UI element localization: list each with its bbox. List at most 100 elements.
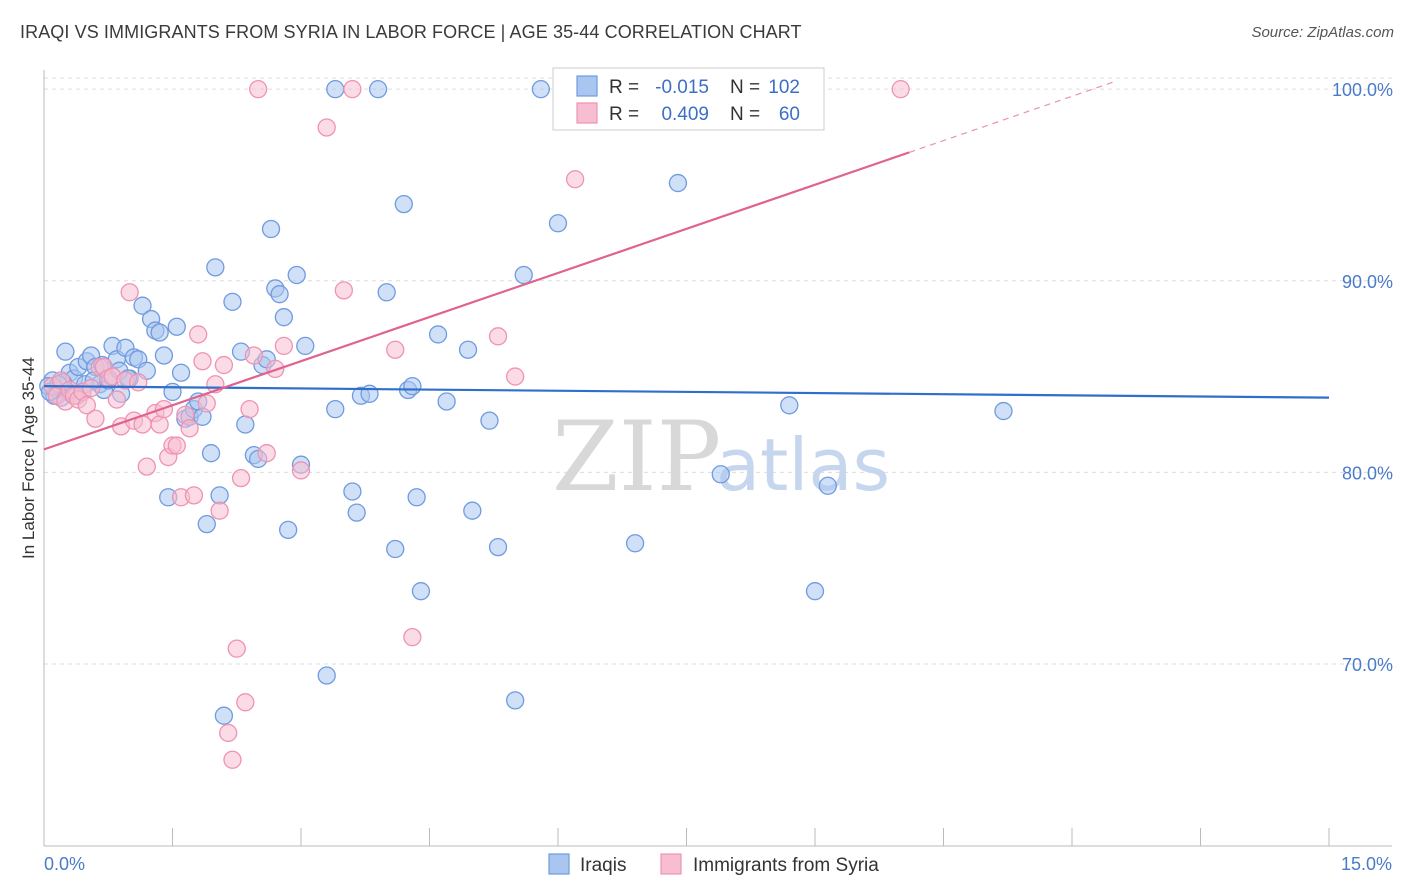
iraqi-point	[805, 582, 825, 601]
syria-point	[129, 373, 148, 392]
legend-swatch-syria	[576, 102, 598, 124]
syria-point	[506, 367, 525, 386]
syria-point	[565, 170, 585, 189]
legend-r-label-syria: R =	[609, 104, 639, 125]
iraqi-point	[394, 194, 413, 214]
iraqi-point	[56, 342, 75, 361]
iraqi-point	[711, 465, 730, 484]
syria-point	[219, 723, 238, 743]
iraqi-point	[163, 382, 182, 402]
syria-point	[167, 436, 186, 455]
syria-point	[120, 283, 139, 302]
syria-point	[197, 394, 216, 413]
iraqi-point	[368, 80, 388, 99]
syria-point	[403, 628, 422, 647]
syria-point	[227, 639, 246, 658]
iraqi-point	[548, 214, 568, 233]
syria-point	[150, 415, 169, 434]
iraqi-point	[411, 582, 431, 601]
syria-point	[291, 461, 311, 480]
series-legend-swatch-syria	[660, 853, 682, 875]
watermark-atlas: atlas	[716, 423, 890, 507]
iraqi-point	[668, 173, 688, 193]
iraqi-point	[480, 411, 499, 430]
iraqi-point	[197, 514, 216, 534]
iraqi-point	[326, 80, 345, 99]
iraqi-point	[994, 401, 1013, 421]
y-tick-label-70: 70.0%	[1342, 655, 1393, 675]
source-label: Source: ZipAtlas.com	[1251, 24, 1394, 41]
syria-points	[43, 80, 910, 769]
iraqi-trendline	[43, 385, 1330, 399]
syria-point	[86, 409, 105, 428]
iraqi-point	[625, 534, 645, 553]
legend-box	[552, 67, 825, 131]
iraqi-point	[270, 285, 289, 304]
syria-point	[244, 346, 264, 365]
iraqi-point	[377, 283, 396, 302]
y-tick-label-100: 100.0%	[1332, 80, 1393, 100]
syria-point	[189, 325, 208, 344]
iraqi-point	[154, 346, 174, 365]
x-tick-label-max: 15.0%	[1341, 854, 1392, 874]
iraqi-point	[206, 258, 225, 277]
iraqi-point	[347, 503, 366, 522]
x-tick-label-min: 0.0%	[44, 854, 85, 874]
iraqi-point	[386, 539, 405, 559]
legend-swatch-iraqis	[576, 75, 598, 97]
y-tick-label-80: 80.0%	[1342, 463, 1393, 483]
series-legend: Iraqis Immigrants from Syria	[548, 853, 879, 876]
iraqi-point	[274, 308, 294, 327]
syria-point	[317, 118, 336, 137]
series-legend-label-iraqis: Iraqis	[580, 855, 626, 876]
syria-point	[184, 486, 204, 505]
legend-r-value-syria: 0.409	[661, 104, 709, 125]
syria-point	[257, 444, 276, 463]
syria-point	[223, 750, 242, 769]
iraqi-point	[201, 444, 221, 463]
trendlines	[43, 80, 1330, 451]
syria-point	[334, 281, 353, 300]
syria-point	[81, 378, 101, 398]
iraqi-point	[514, 265, 533, 285]
syria-point	[891, 80, 910, 99]
iraqi-point	[210, 486, 229, 505]
iraqi-point	[326, 399, 345, 419]
legend-r-value-iraqis: -0.015	[655, 77, 709, 98]
iraqi-point	[317, 666, 336, 685]
syria-point	[231, 468, 251, 488]
syria-trendline	[43, 151, 910, 451]
syria-point	[107, 390, 126, 409]
legend-r-label-iraqis: R =	[609, 77, 639, 98]
series-legend-label-syria: Immigrants from Syria	[693, 855, 879, 876]
legend-n-value-iraqis: 102	[768, 77, 800, 98]
iraqi-point	[531, 80, 551, 99]
syria-trendline-extension	[909, 80, 1116, 153]
chart-title: IRAQI VS IMMIGRANTS FROM SYRIA IN LABOR …	[20, 22, 802, 42]
iraqi-point	[223, 292, 242, 311]
iraqi-point	[403, 376, 422, 396]
iraqi-point	[278, 520, 298, 540]
iraqi-point	[133, 296, 152, 315]
syria-point	[137, 457, 156, 476]
correlation-legend: R = -0.015 N = 102 R = 0.409 N = 60	[552, 67, 825, 131]
iraqi-point	[236, 415, 255, 434]
syria-point	[214, 355, 234, 375]
iraqi-point	[343, 482, 362, 501]
syria-point	[488, 327, 508, 346]
syria-point	[249, 80, 268, 99]
iraqi-point	[428, 325, 448, 344]
y-axis-tick-labels: 70.0% 80.0% 90.0% 100.0%	[1332, 80, 1393, 675]
iraqi-point	[407, 488, 426, 507]
iraqi-point	[463, 501, 482, 520]
syria-point	[240, 399, 259, 419]
iraqi-point	[261, 219, 281, 239]
iraqi-point	[488, 537, 508, 557]
syria-point	[193, 352, 212, 371]
iraqi-point	[171, 363, 191, 382]
iraqi-point	[506, 691, 525, 710]
syria-point	[236, 693, 255, 712]
iraqi-point	[818, 476, 837, 495]
iraqi-point	[150, 323, 169, 342]
